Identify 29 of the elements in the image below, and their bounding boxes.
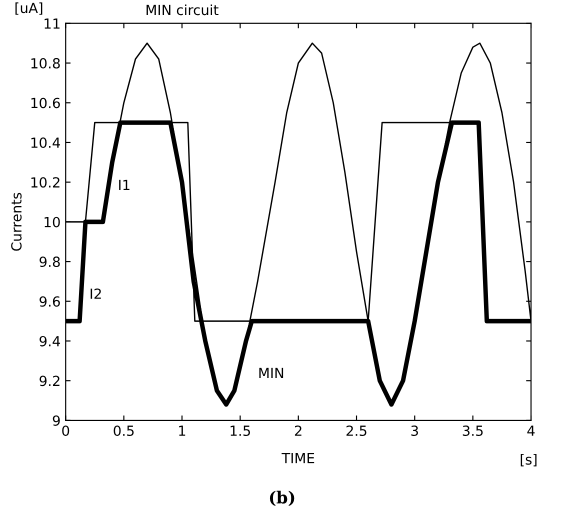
y-tick-label: 9.4 xyxy=(40,336,60,346)
x-tick-label: 3.5 xyxy=(462,425,483,436)
text: [s] xyxy=(520,454,536,466)
text: [uA] xyxy=(15,2,42,15)
y-tick-label: 10 xyxy=(44,216,60,228)
y-tick-label: 9.2 xyxy=(40,376,60,386)
text: (b) xyxy=(270,490,294,506)
y-tick-label: 11 xyxy=(44,18,60,29)
x-axis-title: TIME xyxy=(282,453,314,464)
y-tick-label: 9 xyxy=(52,415,60,426)
x-tick-label: 0 xyxy=(62,425,70,436)
y-axis-title: Currents xyxy=(11,192,22,251)
series-label: I1 xyxy=(119,180,130,190)
y-tick-label: 9.6 xyxy=(40,296,60,307)
x-tick-label: 2.5 xyxy=(346,425,366,436)
x-tick-label: 1 xyxy=(179,426,186,436)
x-tick-label: 4 xyxy=(527,426,535,436)
chart-title: MIN circuit xyxy=(146,4,218,16)
y-tick-label: 10.8 xyxy=(31,58,60,69)
y-tick-label: 9.8 xyxy=(40,256,60,268)
x-tick-label: 2 xyxy=(294,425,302,436)
x-tick-label: 0.5 xyxy=(114,425,134,436)
x-tick-label: 1.5 xyxy=(230,426,250,436)
y-tick-label: 10.6 xyxy=(31,98,60,108)
y-tick-label: 10.2 xyxy=(31,177,60,188)
series-label: I2 xyxy=(90,288,101,299)
y-tick-label: 10.4 xyxy=(31,137,60,148)
x-tick-label: 3 xyxy=(411,425,418,436)
series-label: MIN xyxy=(259,368,284,378)
